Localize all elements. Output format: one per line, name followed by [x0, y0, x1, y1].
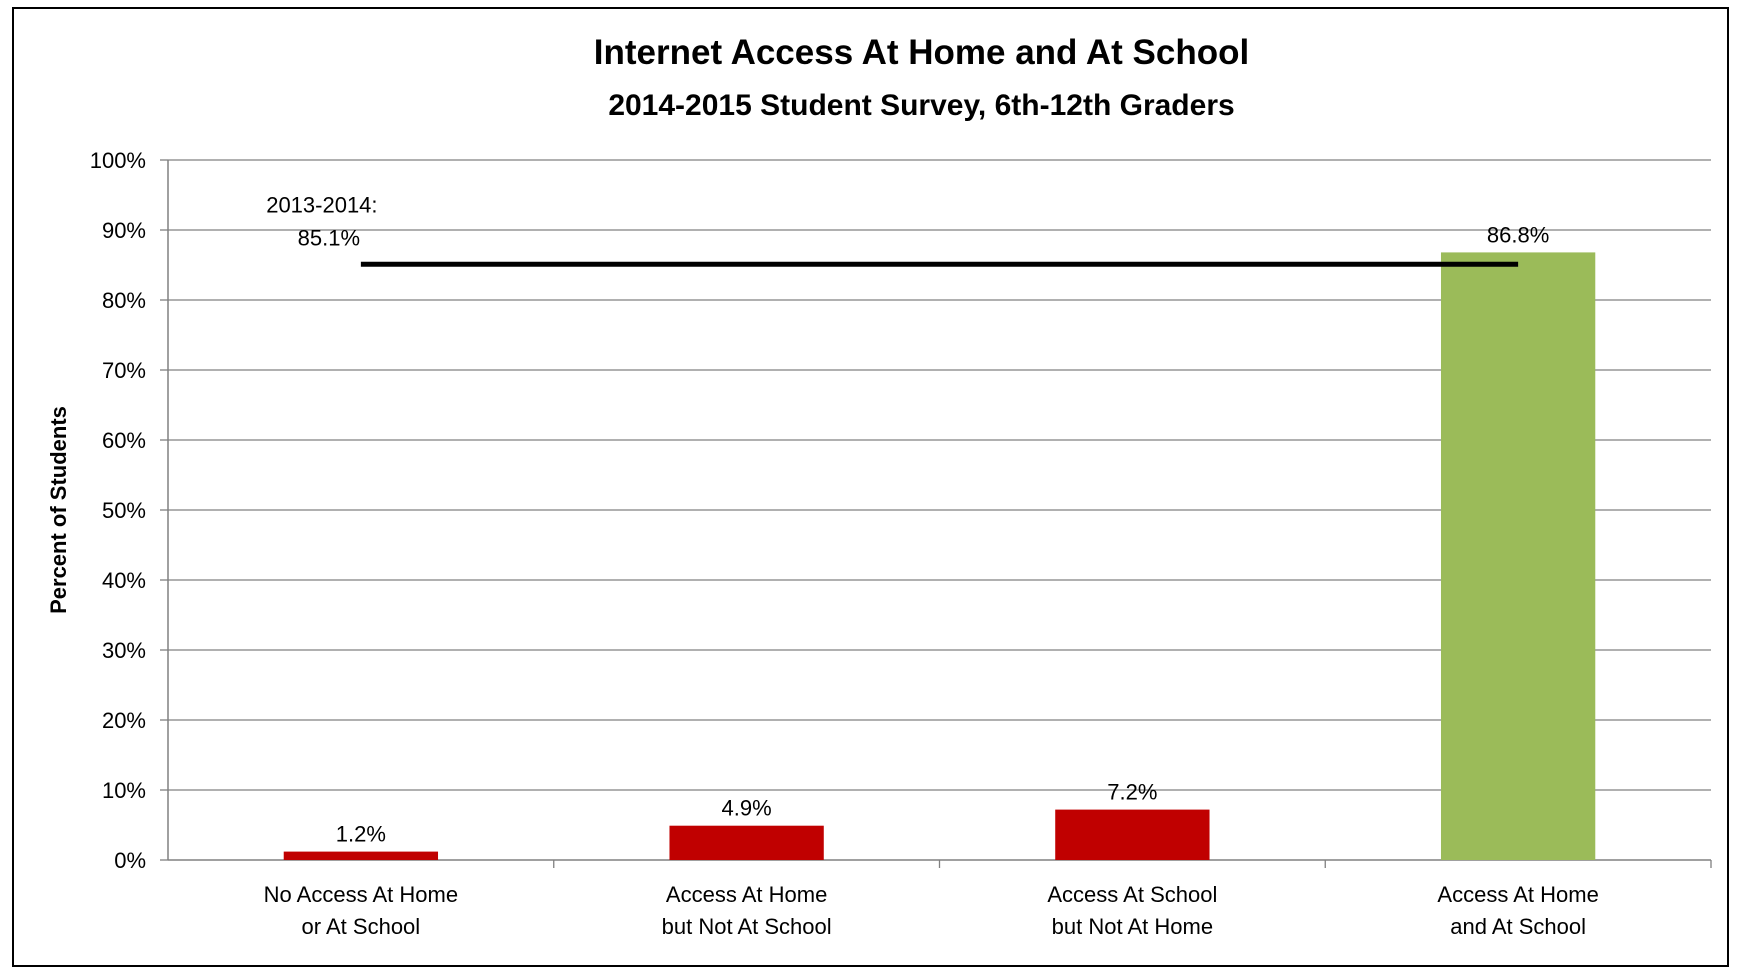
y-tick-label: 60% [102, 428, 146, 453]
category-label: No Access At Home [264, 882, 458, 907]
category-label: Access At Home [666, 882, 827, 907]
y-tick-label: 50% [102, 498, 146, 523]
bar-value-label: 4.9% [722, 796, 772, 821]
y-tick-label: 70% [102, 358, 146, 383]
bar [1440, 252, 1596, 860]
bar-value-label: 7.2% [1107, 780, 1157, 805]
y-tick-label: 80% [102, 288, 146, 313]
category-label: Access At Home [1437, 882, 1598, 907]
chart-frame: Internet Access At Home and At School 201… [12, 7, 1729, 967]
bar-value-label: 1.2% [336, 822, 386, 847]
bar-chart: Internet Access At Home and At School 201… [46, 33, 1712, 939]
bar [669, 825, 824, 860]
y-tick-label: 90% [102, 218, 146, 243]
y-tick-label: 40% [102, 568, 146, 593]
y-tick-label: 100% [90, 148, 146, 173]
category-label: and At School [1450, 914, 1586, 939]
bar [1055, 809, 1210, 860]
chart-subtitle: 2014-2015 Student Survey, 6th-12th Grade… [608, 89, 1234, 122]
category-label: but Not At School [662, 914, 832, 939]
category-label: or At School [302, 914, 421, 939]
bar-value-label: 86.8% [1487, 222, 1549, 247]
chart-title: Internet Access At Home and At School [594, 33, 1249, 72]
bar [283, 851, 439, 860]
category-label: Access At School [1047, 882, 1217, 907]
y-tick-label: 20% [102, 708, 146, 733]
reference-line-label: 85.1% [298, 225, 360, 250]
category-label: but Not At Home [1052, 914, 1213, 939]
y-tick-label: 30% [102, 638, 146, 663]
y-tick-label: 10% [102, 778, 146, 803]
y-axis-label: Percent of Students [46, 406, 71, 614]
reference-line-label: 2013-2014: [266, 192, 377, 217]
y-tick-label: 0% [114, 848, 146, 873]
